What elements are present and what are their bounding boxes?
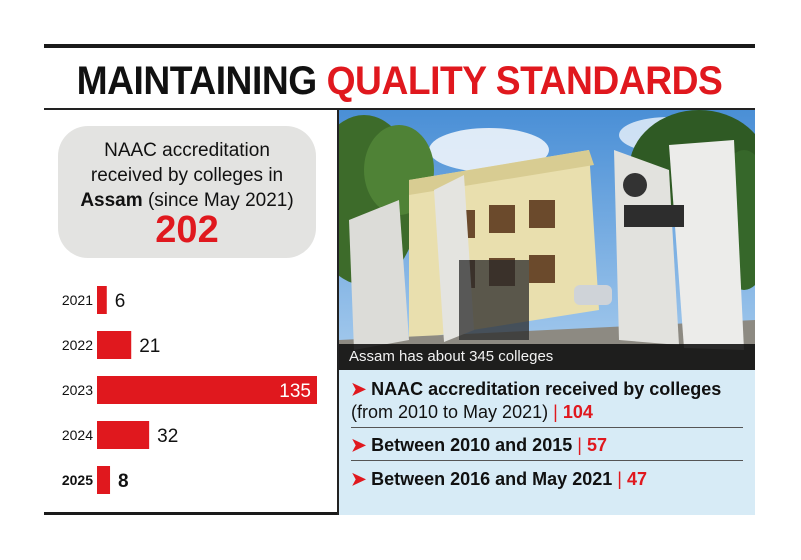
facts-panel: ➤ NAAC accreditation received by college… bbox=[339, 370, 755, 515]
college-photo bbox=[339, 110, 755, 370]
category-label: 2022 bbox=[62, 337, 93, 353]
arrow-icon: ➤ bbox=[351, 379, 367, 399]
vertical-divider bbox=[337, 110, 339, 515]
fact-rest: (from 2010 to May 2021) bbox=[351, 402, 549, 422]
left-panel: NAAC accreditation received by colleges … bbox=[44, 110, 337, 515]
headline-part2: QUALITY STANDARDS bbox=[326, 59, 723, 103]
summary-line1: NAAC accreditation bbox=[104, 140, 270, 161]
fact-bold: Between 2010 and 2015 bbox=[371, 435, 573, 455]
value-label: 6 bbox=[115, 291, 126, 312]
fact-bold: NAAC accreditation received by colleges bbox=[371, 379, 722, 399]
arrow-icon: ➤ bbox=[351, 469, 367, 489]
fact-value: 104 bbox=[562, 402, 593, 422]
summary-line3-bold: Assam bbox=[80, 190, 143, 211]
value-label: 32 bbox=[157, 426, 178, 447]
category-label: 2024 bbox=[62, 427, 93, 443]
value-label: 21 bbox=[139, 336, 160, 357]
fact-value: 57 bbox=[586, 435, 607, 455]
fact-item: ➤ Between 2016 and May 2021 | 47 bbox=[351, 468, 743, 494]
fact-separator: | bbox=[617, 469, 622, 489]
summary-line2: received by colleges in bbox=[90, 165, 284, 186]
fact-separator: | bbox=[577, 435, 582, 455]
fact-item: ➤ Between 2010 and 2015 | 57 bbox=[351, 434, 743, 461]
fact-separator: | bbox=[553, 402, 558, 422]
bar bbox=[97, 331, 132, 359]
header-divider bbox=[44, 108, 755, 110]
photo-caption: Assam has about 345 colleges bbox=[339, 344, 755, 370]
category-label: 2025 bbox=[62, 472, 93, 488]
category-label: 2021 bbox=[62, 292, 93, 308]
fact-bold: Between 2016 and May 2021 bbox=[371, 469, 613, 489]
infographic-frame: MAINTAINING QUALITY STANDARDS NAAC accre… bbox=[44, 44, 755, 515]
bar bbox=[97, 376, 317, 404]
bar bbox=[97, 466, 111, 494]
category-label: 2023 bbox=[62, 382, 93, 398]
value-label: 135 bbox=[279, 381, 311, 402]
value-label: 8 bbox=[118, 471, 129, 492]
summary-total: 202 bbox=[155, 209, 219, 251]
arrow-icon: ➤ bbox=[351, 435, 367, 455]
bar bbox=[97, 286, 107, 314]
summary-line3-rest: (since May 2021) bbox=[147, 190, 294, 211]
bar-chart: 2021 6 2022 21 2023 135 2024 32 2025 8 bbox=[62, 286, 317, 494]
bar bbox=[97, 421, 150, 449]
fact-value: 47 bbox=[626, 469, 647, 489]
headline: MAINTAINING QUALITY STANDARDS bbox=[69, 54, 730, 108]
summary-text: NAAC accreditation received by colleges … bbox=[58, 138, 316, 213]
fact-item: ➤ NAAC accreditation received by college… bbox=[351, 378, 743, 428]
headline-part1: MAINTAINING bbox=[76, 59, 318, 103]
summary-pill: NAAC accreditation received by colleges … bbox=[58, 126, 316, 258]
